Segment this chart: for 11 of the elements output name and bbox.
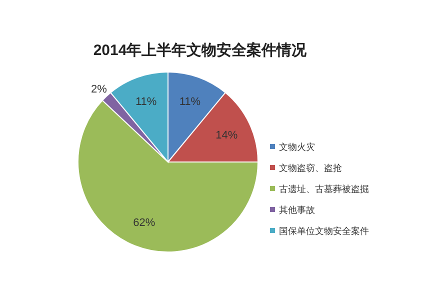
legend-label: 文物火灾 bbox=[279, 142, 315, 152]
chart-title: 2014年上半年文物安全案件情况 bbox=[93, 41, 308, 59]
data-label: 2% bbox=[91, 84, 108, 96]
data-label: 14% bbox=[216, 129, 238, 142]
legend-label: 古遗址、古墓葬被盗掘 bbox=[279, 184, 369, 194]
data-label: 11% bbox=[135, 96, 157, 108]
data-label: 11% bbox=[179, 96, 201, 108]
legend-label: 其他事故 bbox=[279, 205, 315, 215]
data-label: 62% bbox=[133, 217, 156, 230]
legend-label: 文物盗窃、盗抢 bbox=[279, 163, 342, 173]
legend-label: 国保单位文物安全案件 bbox=[279, 226, 369, 236]
